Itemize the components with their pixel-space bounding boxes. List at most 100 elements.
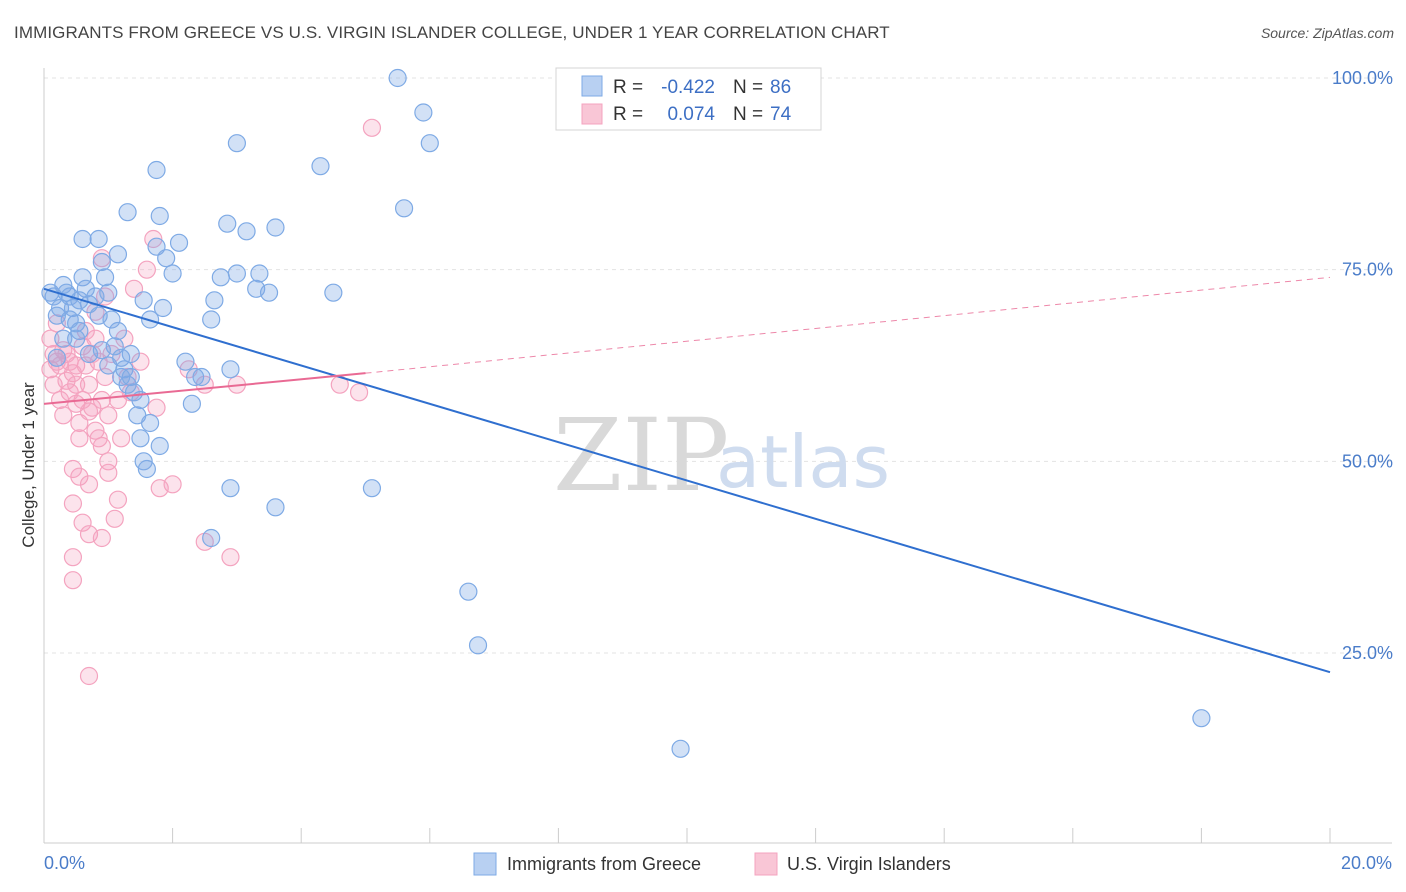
point-greece xyxy=(468,636,488,655)
point-greece xyxy=(99,283,118,302)
point-virgin-islanders xyxy=(67,356,86,375)
x-tick-label-max: 20.0% xyxy=(1341,853,1392,873)
point-greece xyxy=(157,249,176,268)
axes xyxy=(43,68,1392,844)
point-virgin-islanders xyxy=(221,548,240,567)
point-greece xyxy=(150,436,169,456)
point-virgin-islanders xyxy=(362,118,382,137)
legend-n-value-2: 74 xyxy=(770,104,792,125)
watermark-zip: ZIP xyxy=(553,397,729,514)
trend-line-virgin-islanders-extension xyxy=(365,276,1331,374)
trend-line-virgin-islanders xyxy=(43,372,366,405)
point-greece xyxy=(67,329,86,348)
point-greece xyxy=(192,367,211,387)
y-tick-labels: 25.0% 50.0% 75.0% 100.0% xyxy=(1332,68,1393,663)
point-virgin-islanders xyxy=(70,429,89,448)
point-greece xyxy=(108,321,128,341)
point-virgin-islanders xyxy=(99,463,118,482)
point-greece xyxy=(150,206,169,226)
point-greece xyxy=(153,298,173,318)
point-greece xyxy=(250,264,269,283)
y-tick-label: 50.0% xyxy=(1342,451,1393,471)
point-greece xyxy=(362,479,382,498)
point-greece xyxy=(414,103,433,122)
point-greece xyxy=(227,134,246,153)
point-greece xyxy=(47,348,66,367)
y-tick-label: 75.0% xyxy=(1342,260,1393,280)
point-virgin-islanders xyxy=(73,513,92,532)
point-greece xyxy=(671,739,690,758)
point-virgin-islanders xyxy=(163,475,182,494)
point-greece xyxy=(324,283,343,302)
point-greece xyxy=(202,310,221,329)
bottom-legend-swatch-virgin-islanders xyxy=(754,852,778,876)
point-greece xyxy=(121,344,140,364)
point-greece xyxy=(1192,709,1211,728)
point-virgin-islanders xyxy=(41,329,60,348)
legend-r-value-1: -0.422 xyxy=(661,77,715,98)
point-virgin-islanders xyxy=(92,528,111,548)
point-virgin-islanders xyxy=(89,429,108,448)
y-tick-label: 25.0% xyxy=(1342,643,1393,663)
point-virgin-islanders xyxy=(67,375,86,394)
point-greece xyxy=(60,310,79,329)
point-greece xyxy=(459,582,478,601)
point-virgin-islanders xyxy=(137,260,156,279)
point-virgin-islanders xyxy=(108,390,128,410)
point-virgin-islanders xyxy=(63,494,83,513)
point-greece xyxy=(137,459,156,479)
point-virgin-islanders xyxy=(54,406,73,425)
point-virgin-islanders xyxy=(79,402,99,421)
point-greece xyxy=(227,264,246,283)
stats-legend: R = -0.422 N = 86 R = 0.074 N = 74 xyxy=(555,67,822,131)
point-greece xyxy=(92,341,111,360)
x-tick-label-min: 0.0% xyxy=(44,853,85,873)
point-greece xyxy=(176,352,195,371)
point-greece xyxy=(99,356,118,375)
legend-r-label-2: R = xyxy=(613,104,643,125)
point-greece xyxy=(95,268,115,287)
point-greece xyxy=(92,252,111,272)
series-us-virgin-islanders-points xyxy=(41,118,382,686)
point-greece xyxy=(388,68,407,88)
legend-swatch-greece xyxy=(581,75,603,97)
grid-lines xyxy=(44,77,1392,654)
point-virgin-islanders xyxy=(79,475,99,494)
x-tick-labels: 0.0% 20.0% xyxy=(44,853,1392,873)
point-virgin-islanders xyxy=(147,398,166,417)
point-virgin-islanders xyxy=(105,509,124,528)
series-greece-points xyxy=(41,68,1211,758)
point-greece xyxy=(76,279,95,298)
point-greece xyxy=(73,229,92,249)
watermark-atlas: atlas xyxy=(716,420,890,504)
point-greece xyxy=(420,134,439,153)
point-virgin-islanders xyxy=(112,429,131,448)
point-greece xyxy=(73,268,92,287)
point-virgin-islanders xyxy=(108,490,128,509)
point-greece xyxy=(182,394,201,413)
point-virgin-islanders xyxy=(349,383,369,402)
point-greece xyxy=(54,329,73,348)
point-greece xyxy=(131,429,150,448)
y-axis-label: College, Under 1 year xyxy=(19,382,38,548)
point-greece xyxy=(89,229,108,249)
trend-line-greece xyxy=(43,287,1331,674)
legend-r-value-2: 0.074 xyxy=(667,104,715,125)
point-virgin-islanders xyxy=(63,571,83,590)
chart-source: Source: ZipAtlas.com xyxy=(1261,25,1394,41)
point-greece xyxy=(108,245,128,264)
point-virgin-islanders xyxy=(79,375,99,394)
point-virgin-islanders xyxy=(57,371,76,390)
point-greece xyxy=(202,528,221,548)
bottom-legend-swatch-greece xyxy=(473,852,497,876)
point-virgin-islanders xyxy=(131,352,150,371)
bottom-legend-label-greece: Immigrants from Greece xyxy=(507,854,701,874)
point-greece xyxy=(147,160,166,180)
point-greece xyxy=(112,367,131,387)
point-greece xyxy=(118,203,137,222)
point-virgin-islanders xyxy=(63,548,83,567)
watermark: ZIP atlas xyxy=(553,397,890,514)
point-virgin-islanders xyxy=(95,367,115,387)
trend-lines xyxy=(43,276,1331,674)
